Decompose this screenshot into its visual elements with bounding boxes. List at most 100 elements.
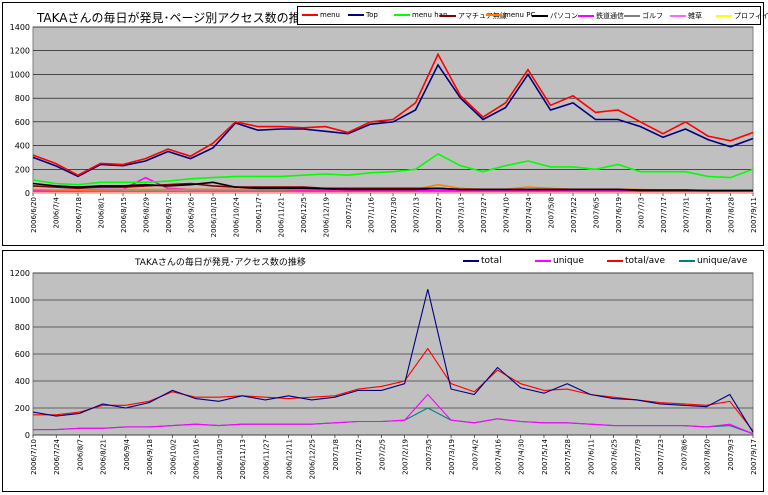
x-tick-label: 2006/8/7: [76, 439, 84, 470]
x-tick-label: 2006/7/18: [75, 197, 83, 233]
y-tick-label: 1200: [10, 269, 30, 278]
x-tick-label: 2007/1/30: [390, 197, 398, 233]
legend-label: ゴルフ: [642, 12, 663, 20]
y-tick-label: 1200: [10, 47, 30, 56]
total-access-chart-panel: TAKAさんの毎日が発見･アクセス数の推移 total unique total/a…: [2, 250, 764, 492]
legend-swatch: [302, 14, 318, 16]
chart-legend: total unique total/ave unique/ave: [459, 253, 757, 269]
legend-item: menu PC: [486, 11, 535, 19]
x-tick-label: 2007/7/9: [634, 439, 642, 470]
series-line: [32, 52, 754, 177]
x-tick-label: 2007/8/6: [680, 438, 688, 470]
x-tick-label: 2007/3/13: [458, 197, 466, 233]
legend-item: menu: [302, 11, 340, 19]
y-tick-label: 800: [15, 323, 30, 332]
x-tick-label: 2007/4/2: [471, 439, 479, 470]
x-tick-label: 2006/11/27: [262, 439, 270, 479]
x-tick-label: 2007/7/17: [660, 197, 668, 233]
chart-legend: menu Top menu han アマチュア無線 menu PC パソコン 鉄道通信 ゴルフ…: [297, 6, 768, 25]
x-tick-label: 2006/10/24: [233, 196, 241, 237]
series-line: [32, 63, 754, 178]
page-access-chart: 0 200 400 600 800 1000 1200 1400 2006/6/20 2006/7…: [10, 23, 758, 237]
x-tick-label: 2007/3/5: [425, 439, 433, 470]
x-tick-label: 2007/1/8: [332, 439, 340, 470]
legend-swatch: [607, 259, 623, 262]
x-tick-label: 2006/11/13: [239, 439, 247, 479]
legend-item: プロフィイ: [716, 11, 768, 21]
x-tick-label: 2007/6/19: [615, 197, 623, 233]
y-tick-label: 200: [15, 165, 30, 174]
legend-item: パソコン: [532, 11, 578, 21]
legend-label: menu: [320, 11, 340, 19]
legend-swatch: [670, 15, 686, 17]
x-tick-label: 2006/12/5: [300, 197, 308, 233]
x-tick-label: 2007/5/22: [570, 197, 578, 233]
x-tick-label: 2007/4/16: [495, 438, 503, 474]
legend-swatch: [463, 259, 479, 262]
legend-swatch: [716, 15, 732, 17]
legend-label: プロフィイ: [734, 12, 768, 20]
chart-title: TAKAさんの毎日が発見･ページ別アクセス数の推移: [37, 11, 313, 25]
legend-label: menu PC: [504, 11, 536, 19]
legend-swatch: [348, 14, 364, 16]
x-tick-label: 2007/4/24: [525, 196, 533, 232]
legend-item: ゴルフ: [624, 11, 663, 21]
x-tick-label: 2006/7/10: [30, 439, 38, 475]
x-tick-label: 2006/12/11: [285, 439, 293, 479]
legend-label: パソコン: [550, 12, 578, 20]
legend-item: total: [463, 256, 502, 266]
x-tick-label: 2007/2/27: [435, 197, 443, 233]
x-tick-label: 2007/7/3: [638, 197, 646, 228]
x-tick-label: 2006/12/19: [323, 197, 331, 237]
x-tick-label: 2007/9/17: [750, 439, 758, 475]
y-tick-label: 0: [25, 189, 30, 198]
legend-swatch: [440, 15, 456, 17]
x-tick-label: 2007/8/20: [704, 439, 712, 475]
x-tick-label: 2006/11/21: [278, 197, 286, 237]
legend-label: 鉄道通信: [596, 12, 624, 20]
y-tick-label: 1000: [10, 296, 30, 305]
series-line: [33, 393, 754, 435]
legend-swatch: [624, 15, 640, 17]
y-tick-label: 1400: [10, 23, 30, 32]
x-tick-label: 2006/8/21: [100, 439, 108, 475]
y-tick-label: 200: [15, 404, 30, 413]
legend-label: unique/ave: [697, 256, 748, 266]
x-tick-label: 2007/9/11: [750, 197, 758, 233]
legend-item: unique/ave: [679, 256, 747, 266]
x-tick-label: 2006/9/18: [146, 439, 154, 475]
x-tick-label: 2006/9/26: [188, 196, 196, 232]
legend-item: 鉄道通信: [578, 11, 624, 21]
series-line: [32, 289, 754, 433]
y-tick-label: 400: [15, 377, 30, 386]
x-tick-label: 2006/8/29: [143, 197, 151, 233]
legend-label: unique: [553, 256, 584, 266]
legend-item: アマチュア無線: [440, 11, 507, 21]
x-tick-label: 2006/10/30: [216, 439, 224, 479]
y-tick-label: 600: [15, 118, 30, 127]
total-access-chart: 0 200 400 600 800 1000 1200 2006/7/10 2006/7/24 2…: [10, 269, 758, 479]
x-tick-label: 2007/1/2: [345, 197, 353, 228]
legend-label: アマチュア無線: [458, 12, 507, 20]
x-tick-label: 2007/3/19: [448, 439, 456, 475]
legend-item: Top: [348, 11, 378, 19]
x-tick-label: 2007/6/25: [611, 439, 619, 475]
series-line: [32, 152, 754, 186]
x-tick-label: 2007/6/11: [587, 439, 595, 475]
plot-area: [32, 26, 754, 194]
x-tick-label: 2007/5/28: [564, 439, 572, 475]
legend-swatch: [535, 259, 551, 262]
x-tick-label: 2007/2/13: [413, 197, 421, 233]
x-tick-label: 2006/7/24: [53, 438, 61, 474]
x-tick-label: 2006/9/4: [123, 438, 131, 470]
x-tick-label: 2006/11/7: [255, 197, 263, 233]
legend-swatch: [532, 15, 548, 17]
x-tick-label: 2007/2/19: [402, 439, 410, 475]
y-tick-label: 400: [15, 142, 30, 151]
x-tick-label: 2007/2/5: [378, 439, 386, 470]
x-tick-label: 2006/10/16: [193, 438, 201, 479]
x-tick-label: 2006/6/20: [30, 197, 38, 233]
x-tick-label: 2007/6/5: [593, 197, 601, 228]
x-tick-label: 2007/4/10: [503, 197, 511, 233]
legend-label: menu han: [412, 11, 448, 19]
